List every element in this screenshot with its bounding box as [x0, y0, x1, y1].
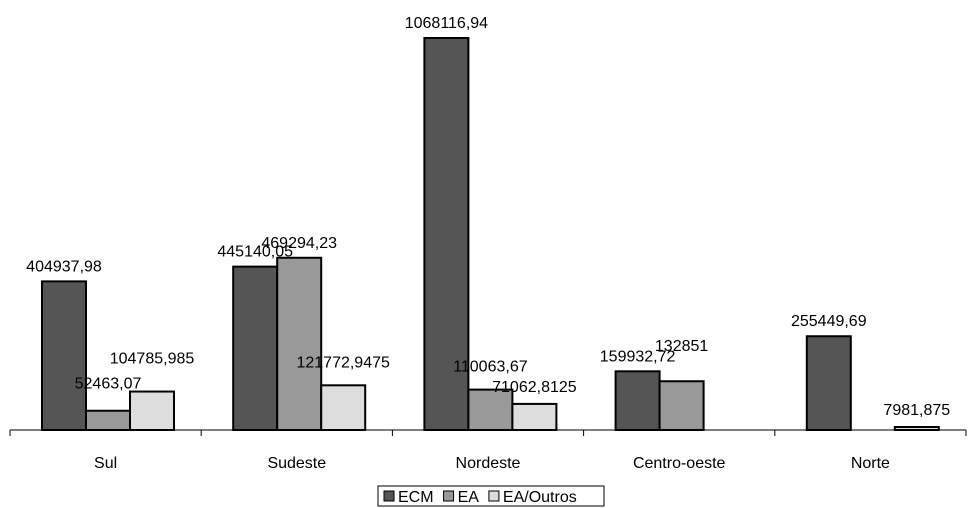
data-label-ecm-centro-oeste: 159932,72 — [600, 348, 676, 365]
bar-ea-sudeste — [276, 256, 323, 432]
data-label-ea-outros-nordeste: 71062,8125 — [492, 379, 577, 396]
data-label-ea-centro-oeste: 132851 — [655, 338, 708, 355]
bar-ecm-centro-oeste — [614, 370, 661, 432]
legend-label-ea: EA — [458, 489, 480, 506]
legend: ECM EA EA/Outros — [377, 485, 605, 507]
x-axis: Sul Sudeste Nordeste Centro-oeste Norte — [9, 429, 967, 472]
data-label-ea-outros-sudeste: 121772,9475 — [296, 354, 390, 371]
x-tick-label-centro-oeste: Centro-oeste — [633, 455, 726, 472]
data-label-ecm-nordeste: 1068116,94 — [405, 15, 488, 32]
data-label-ea-outros-norte: 7981,875 — [883, 402, 950, 419]
bar-ea-centro-oeste — [658, 380, 705, 432]
x-tick-label-nordeste: Nordeste — [456, 455, 521, 472]
data-label-ecm-sudeste: 445140,05 — [217, 244, 293, 261]
bars-layer — [41, 37, 940, 432]
bar-ecm-sul — [41, 280, 87, 432]
bar-ea-outros-sudeste — [320, 384, 367, 431]
bar-ecm-sudeste — [232, 265, 279, 431]
data-label-ea-sudeste: 469294,23 — [261, 235, 337, 252]
bar-ea-outros-sul — [129, 390, 175, 431]
bar-ecm-norte — [805, 335, 852, 431]
data-labels-layer: 404937,98 52463,07 104785,985 445140,054692… — [26, 15, 950, 419]
legend-swatch-ea — [443, 490, 455, 502]
legend-label-ea-outros: EA/Outros — [503, 489, 577, 506]
data-label-ecm-norte: 255449,69 — [791, 313, 867, 330]
x-tick-label-sudeste: Sudeste — [267, 455, 326, 472]
data-label-ecm-sul: 404937,98 — [26, 258, 102, 275]
legend-swatch-ecm — [383, 490, 395, 502]
x-tick-label-sul: Sul — [94, 455, 117, 472]
bar-ea-outros-nordeste — [511, 402, 558, 431]
legend-label-ecm: ECM — [398, 489, 434, 506]
bar-ea-sul — [85, 409, 131, 432]
x-tick-label-norte: Norte — [851, 455, 890, 472]
data-label-ea-sul: 52463,07 — [75, 376, 142, 393]
legend-swatch-ea-outros — [488, 490, 500, 502]
data-label-ea-outros-sul: 104785,985 — [110, 351, 195, 368]
data-label-ea-nordeste: 110063,67 — [453, 359, 528, 376]
